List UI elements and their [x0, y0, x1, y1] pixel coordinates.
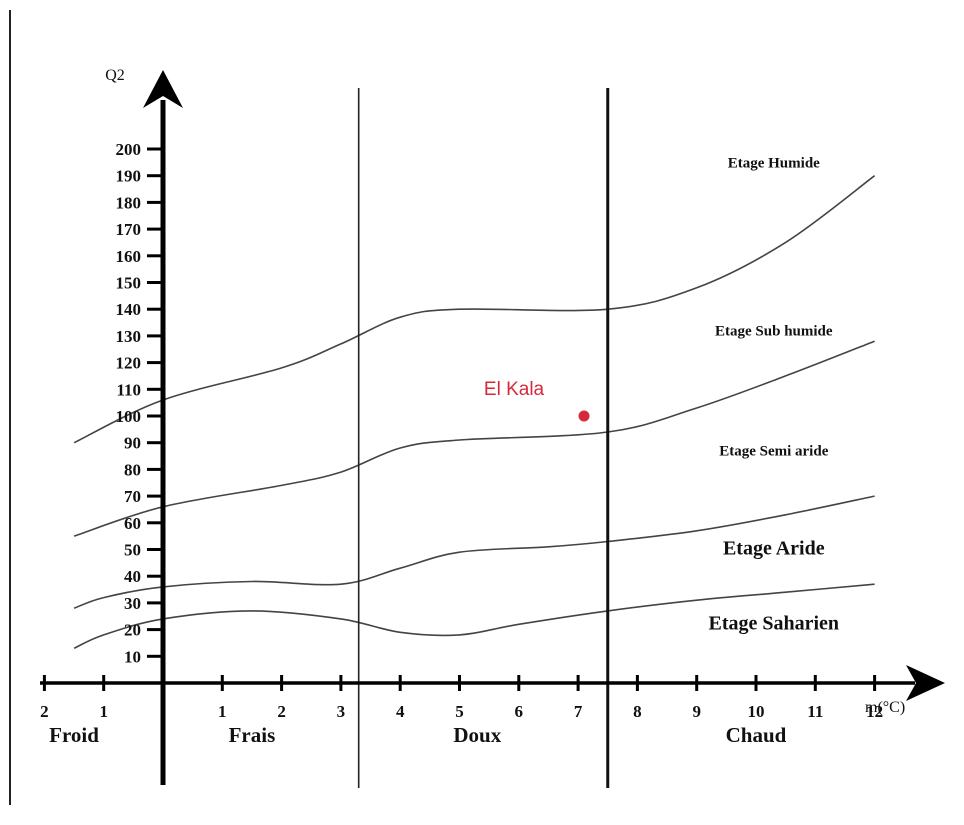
- x-axis-arrow: [906, 665, 945, 701]
- y-tick-label-180: 180: [116, 193, 142, 212]
- x-tick-label-11: 11: [807, 702, 823, 721]
- x-tick-label-3: 3: [337, 702, 346, 721]
- y-axis-arrow: [143, 70, 183, 108]
- station-point-el-kala: [578, 410, 590, 422]
- zone-label-doux: Doux: [453, 723, 501, 747]
- boundary-curve-humide_subhumide: [73, 175, 876, 444]
- y-tick-label-190: 190: [116, 167, 142, 186]
- y-tick-label-50: 50: [124, 541, 141, 560]
- y-tick-label-60: 60: [124, 514, 141, 533]
- x-tick-label-4: 4: [396, 702, 405, 721]
- y-tick-label-110: 110: [116, 380, 141, 399]
- y-tick-label-30: 30: [124, 594, 141, 613]
- y-tick-label-10: 10: [124, 647, 141, 666]
- station-marker: El Kala: [484, 379, 590, 422]
- y-tick-label-20: 20: [124, 621, 141, 640]
- etage-label-etage-saharien: Etage Saharien: [709, 612, 840, 634]
- x-tick-label--2: 2: [40, 702, 49, 721]
- y-tick-label-170: 170: [116, 220, 142, 239]
- x-tick-label-10: 10: [748, 702, 765, 721]
- y-tick-label-140: 140: [116, 300, 142, 319]
- y-tick-label-160: 160: [116, 247, 142, 266]
- x-tick-label-7: 7: [574, 702, 583, 721]
- y-tick-label-130: 130: [116, 327, 142, 346]
- etage-label-etage-semi-aride: Etage Semi aride: [719, 444, 828, 460]
- y-axis-ticks: 10 20 30 40 50 60 70 80 90 100 110 120 130 140 150 160 1…: [116, 140, 163, 666]
- zone-label-froid: Froid: [49, 723, 99, 747]
- chart-labels: Froid Frais Doux Chaud Etage Humide Etage Sub…: [49, 155, 839, 747]
- x-tick-label-9: 9: [692, 702, 701, 721]
- y-tick-label-100: 100: [116, 407, 142, 426]
- y-tick-label-70: 70: [124, 487, 141, 506]
- etage-label-etage-sub-humide: Etage Sub humide: [715, 324, 833, 340]
- y-tick-label-120: 120: [116, 354, 142, 373]
- y-tick-label-200: 200: [116, 140, 142, 159]
- y-tick-label-90: 90: [124, 434, 141, 453]
- axes: Q2 m(°C): [40, 67, 945, 785]
- y-tick-label-40: 40: [124, 567, 141, 586]
- zone-label-chaud: Chaud: [726, 723, 787, 747]
- y-axis-label: Q2: [105, 67, 125, 84]
- x-axis-ticks: 2 1 1 2 3 4 5 6 7 8 9 10 11 12: [40, 675, 883, 721]
- x-tick-label-8: 8: [633, 702, 642, 721]
- y-tick-label-80: 80: [124, 460, 141, 479]
- station-label-el-kala: El Kala: [484, 379, 545, 400]
- x-tick-label--1: 1: [99, 702, 108, 721]
- x-axis-label: m(°C): [865, 699, 905, 716]
- boundary-curve-subhumide_semiaride: [73, 340, 875, 537]
- y-tick-label-150: 150: [116, 274, 142, 293]
- etage-boundaries: [73, 175, 876, 650]
- zone-dividers: [357, 88, 610, 788]
- etage-label-etage-humide: Etage Humide: [728, 155, 820, 171]
- x-tick-label-1: 1: [218, 702, 227, 721]
- x-tick-label-2: 2: [277, 702, 286, 721]
- x-tick-label-6: 6: [515, 702, 524, 721]
- zone-label-frais: Frais: [229, 723, 276, 747]
- x-tick-label-12: 12: [866, 702, 883, 721]
- etage-label-etage-aride: Etage Aride: [723, 538, 825, 560]
- x-tick-label-5: 5: [455, 702, 464, 721]
